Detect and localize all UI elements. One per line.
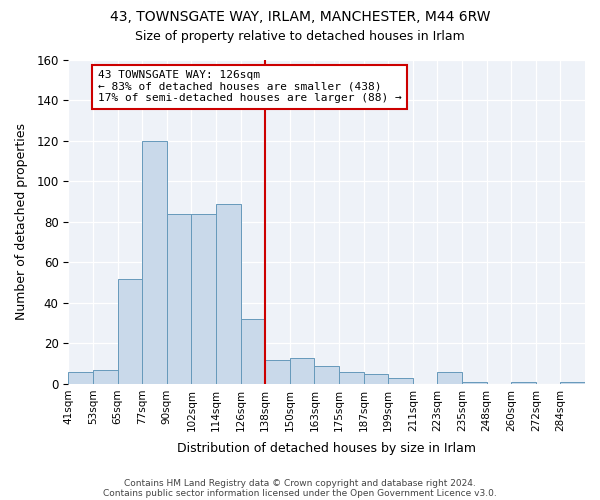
Bar: [241, 319, 265, 384]
Bar: [68, 372, 93, 384]
Y-axis label: Number of detached properties: Number of detached properties: [15, 124, 28, 320]
Bar: [511, 382, 536, 384]
Bar: [560, 382, 585, 384]
Bar: [462, 382, 487, 384]
Bar: [265, 360, 290, 384]
Bar: [314, 366, 339, 384]
Text: Size of property relative to detached houses in Irlam: Size of property relative to detached ho…: [135, 30, 465, 43]
Bar: [167, 214, 191, 384]
Bar: [388, 378, 413, 384]
Text: 43 TOWNSGATE WAY: 126sqm
← 83% of detached houses are smaller (438)
17% of semi-: 43 TOWNSGATE WAY: 126sqm ← 83% of detach…: [98, 70, 401, 103]
Text: Contains HM Land Registry data © Crown copyright and database right 2024.: Contains HM Land Registry data © Crown c…: [124, 478, 476, 488]
Bar: [93, 370, 118, 384]
X-axis label: Distribution of detached houses by size in Irlam: Distribution of detached houses by size …: [177, 442, 476, 455]
Bar: [191, 214, 216, 384]
Bar: [118, 278, 142, 384]
Bar: [290, 358, 314, 384]
Bar: [437, 372, 462, 384]
Bar: [142, 141, 167, 384]
Bar: [216, 204, 241, 384]
Text: 43, TOWNSGATE WAY, IRLAM, MANCHESTER, M44 6RW: 43, TOWNSGATE WAY, IRLAM, MANCHESTER, M4…: [110, 10, 490, 24]
Bar: [364, 374, 388, 384]
Text: Contains public sector information licensed under the Open Government Licence v3: Contains public sector information licen…: [103, 488, 497, 498]
Bar: [339, 372, 364, 384]
